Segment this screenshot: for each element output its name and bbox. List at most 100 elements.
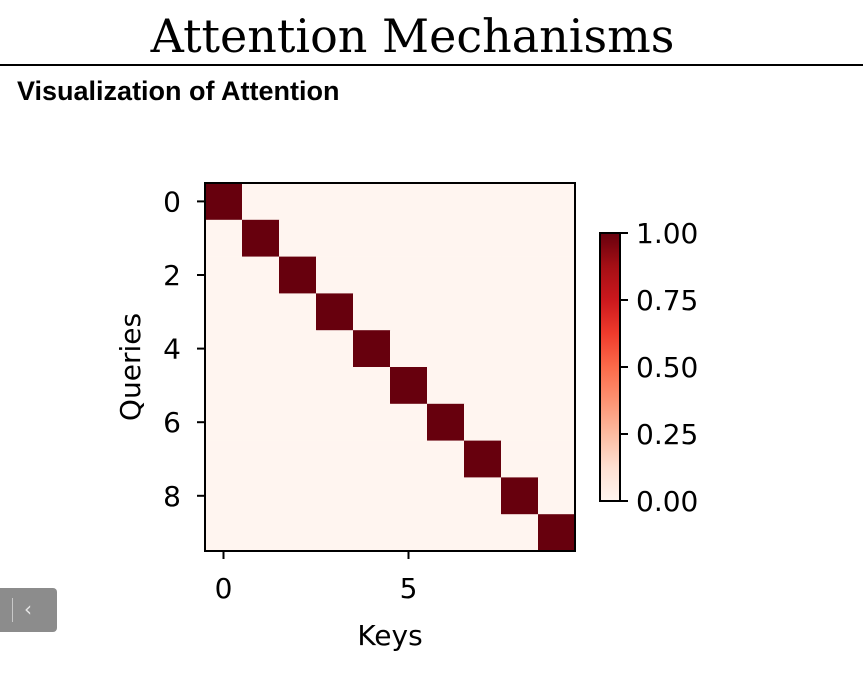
heatmap-cell-r5-c7 (464, 367, 502, 405)
heatmap-cell-r2-c9 (538, 256, 576, 294)
heatmap-cell-r7-c2 (279, 440, 317, 478)
colorbar-tick-label: 1.00 (636, 217, 698, 250)
heatmap-cell-r0-c8 (501, 183, 539, 221)
heatmap-cell-r6-c8 (501, 403, 539, 441)
heatmap-cell-r9-c1 (242, 514, 280, 552)
heatmap-cell-r2-c7 (464, 256, 502, 294)
heatmap-cell-r6-c3 (316, 403, 354, 441)
heatmap-cell-r8-c8 (501, 477, 539, 515)
heatmap-cell-r9-c7 (464, 514, 502, 552)
heatmap-cell-r4-c3 (316, 330, 354, 368)
colorbar (599, 232, 621, 502)
y-axis-ticks: 0 2 4 6 8 (163, 185, 205, 513)
heatmap-cell-r8-c7 (464, 477, 502, 515)
heatmap-cell-r0-c3 (316, 183, 354, 221)
plot-frame (204, 182, 576, 552)
heatmap-cell-r9-c2 (279, 514, 317, 552)
heatmap-cell-r7-c4 (353, 440, 391, 478)
heatmap-cell-r4-c6 (427, 330, 465, 368)
heatmap-cell-r8-c0 (205, 477, 243, 515)
heatmap-cell-r8-c4 (353, 477, 391, 515)
heatmap-cell-r2-c6 (427, 256, 465, 294)
heatmap-cell-r0-c4 (353, 183, 391, 221)
heatmap-cell-r3-c3 (316, 293, 354, 331)
heatmap-cell-r3-c4 (353, 293, 391, 331)
heatmap-cell-r1-c3 (316, 219, 354, 257)
heatmap-cell-r1-c0 (205, 219, 243, 257)
heatmap-cell-r6-c2 (279, 403, 317, 441)
heatmap-cell-r2-c5 (390, 256, 428, 294)
heatmap-cell-r7-c1 (242, 440, 280, 478)
colorbar-tick-label: 0.75 (636, 284, 698, 317)
heatmap-cell-r5-c8 (501, 367, 539, 405)
heatmap-cell-r1-c4 (353, 219, 391, 257)
heatmap-cell-r9-c5 (390, 514, 428, 552)
heatmap-cell-r6-c6 (427, 403, 465, 441)
heatmap-cell-r4-c5 (390, 330, 428, 368)
heatmap-cell-r0-c7 (464, 183, 502, 221)
heatmap-cell-r2-c2 (279, 256, 317, 294)
y-tick-label: 4 (163, 333, 181, 366)
y-axis-label: Queries (114, 313, 147, 421)
heatmap-cell-r2-c1 (242, 256, 280, 294)
heatmap-cell-r4-c7 (464, 330, 502, 368)
heatmap-cell-r9-c3 (316, 514, 354, 552)
heatmap-cell-r1-c2 (279, 219, 317, 257)
heatmap-cell-r3-c6 (427, 293, 465, 331)
colorbar-tick-label: 0.25 (636, 418, 698, 451)
heatmap-cell-r6-c1 (242, 403, 280, 441)
heatmap-cell-r7-c3 (316, 440, 354, 478)
heatmap-cell-r4-c0 (205, 330, 243, 368)
heatmap-cell-r5-c5 (390, 367, 428, 405)
heatmap-cell-r9-c4 (353, 514, 391, 552)
heatmap-cell-r1-c8 (501, 219, 539, 257)
heatmap-cell-r0-c9 (538, 183, 576, 221)
heatmap-cell-r2-c3 (316, 256, 354, 294)
heatmap-cell-r5-c2 (279, 367, 317, 405)
heatmap-cell-r2-c4 (353, 256, 391, 294)
back-button[interactable]: ‹ (0, 588, 57, 632)
y-tick-label: 6 (163, 406, 181, 439)
heatmap-cell-r6-c4 (353, 403, 391, 441)
heatmap-cell-r7-c7 (464, 440, 502, 478)
heatmap-cell-r3-c0 (205, 293, 243, 331)
heatmap-cell-r4-c1 (242, 330, 280, 368)
heatmap-cell-r5-c0 (205, 367, 243, 405)
colorbar-tick-label: 0.00 (636, 485, 698, 518)
heatmap-cell-r3-c9 (538, 293, 576, 331)
x-axis-label: Keys (357, 619, 422, 652)
heatmap-cell-r3-c5 (390, 293, 428, 331)
chevron-left-icon: ‹ (24, 597, 32, 621)
heatmap-cell-r8-c5 (390, 477, 428, 515)
heatmap-cell-r7-c6 (427, 440, 465, 478)
heatmap-cell-r3-c7 (464, 293, 502, 331)
y-tick-label: 0 (163, 185, 181, 218)
heatmap-cell-r4-c9 (538, 330, 576, 368)
heatmap-cell-r1-c9 (538, 219, 576, 257)
heatmap-cell-r8-c9 (538, 477, 576, 515)
heatmap-cell-r9-c6 (427, 514, 465, 552)
heatmap-cell-r1-c7 (464, 219, 502, 257)
heatmap-cell-r7-c5 (390, 440, 428, 478)
heatmap-cell-r1-c5 (390, 219, 428, 257)
heatmap-cell-r2-c8 (501, 256, 539, 294)
heatmap-cell-r5-c6 (427, 367, 465, 405)
heatmap-cell-r1-c1 (242, 219, 280, 257)
y-tick-label: 2 (163, 259, 181, 292)
heatmap-cell-r6-c0 (205, 403, 243, 441)
heatmap-cell-r4-c8 (501, 330, 539, 368)
heatmap-cell-r0-c6 (427, 183, 465, 221)
heatmap-cell-r6-c9 (538, 403, 576, 441)
back-button-divider (12, 598, 13, 622)
heatmap-cell-r3-c8 (501, 293, 539, 331)
heatmap-cell-r3-c2 (279, 293, 317, 331)
x-tick-label: 5 (400, 572, 418, 605)
heatmap-cell-r9-c0 (205, 514, 243, 552)
colorbar-tick-label: 0.50 (636, 351, 698, 384)
colorbar-ticks: 0.00 0.25 0.50 0.75 1.00 (620, 217, 698, 518)
heatmap-cell-r8-c6 (427, 477, 465, 515)
heatmap-cell-r0-c5 (390, 183, 428, 221)
slide-title: Attention Mechanisms (150, 9, 675, 63)
heatmap-cell-r9-c9 (538, 514, 576, 552)
